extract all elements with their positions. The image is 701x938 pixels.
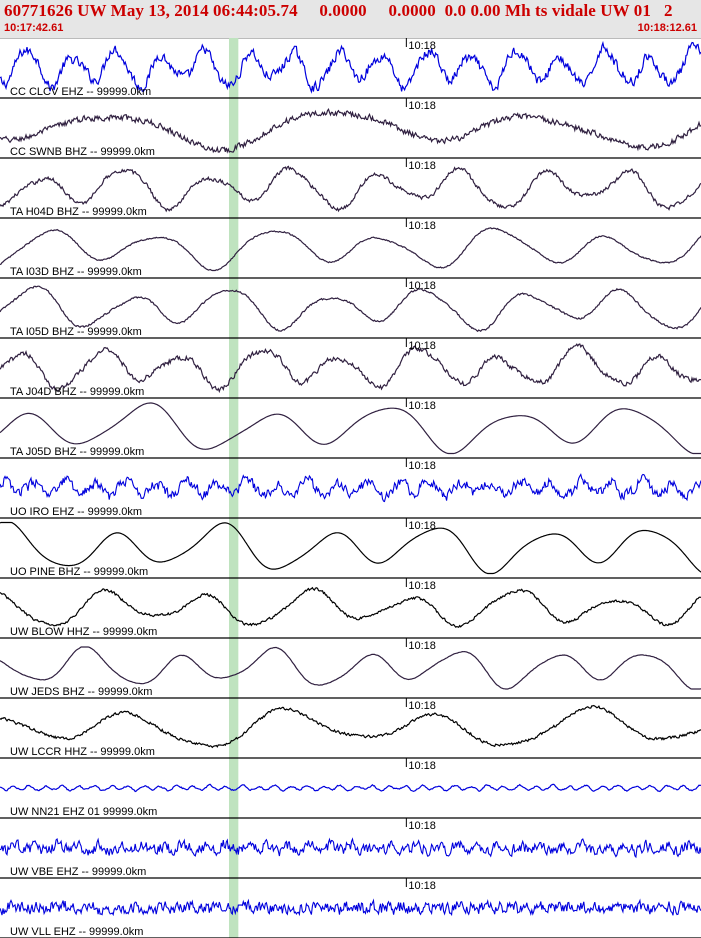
trace-4 [0, 227, 701, 272]
time-tick-label-12: 10:18 [408, 700, 436, 712]
channel-label-13: UW NN21 EHZ 01 99999.0km [10, 806, 157, 818]
channel-label-12: UW LCCR HHZ -- 99999.0km [10, 746, 155, 758]
event-title: 60771626 UW May 13, 2014 06:44:05.74 0.0… [4, 1, 673, 20]
seismogram-plot: 10:18 CC CLCV EHZ -- 99999.0km 10:18 CC SWN… [0, 38, 701, 938]
time-tick-label-15: 10:18 [408, 880, 436, 892]
trace-15 [0, 898, 701, 917]
trace-6 [0, 343, 701, 394]
trace-7 [0, 402, 701, 455]
channel-label-3: TA H04D BHZ -- 99999.0km [10, 206, 147, 218]
trace-11 [0, 646, 701, 690]
trace-13 [0, 783, 701, 793]
event-header: 60771626 UW May 13, 2014 06:44:05.74 0.0… [0, 0, 701, 39]
time-tick-label-7: 10:18 [408, 400, 436, 412]
time-tick-label-14: 10:18 [408, 820, 436, 832]
trace-1 [0, 40, 701, 94]
time-tick-label-1: 10:18 [408, 40, 436, 52]
channel-label-4: TA I03D BHZ -- 99999.0km [10, 266, 142, 278]
trace-2 [0, 108, 701, 154]
trace-3 [0, 165, 701, 213]
time-tick-label-9: 10:18 [408, 520, 436, 532]
channel-label-15: UW VLL EHZ -- 99999.0km [10, 926, 143, 938]
channel-label-5: TA I05D BHZ -- 99999.0km [10, 326, 142, 338]
end-time-label: 10:18:12.61 [637, 22, 697, 34]
channel-label-6: TA J04D BHZ -- 99999.0km [10, 386, 144, 398]
time-tick-label-3: 10:18 [408, 160, 436, 172]
channel-label-1: CC CLCV EHZ -- 99999.0km [10, 86, 151, 98]
time-tick-label-13: 10:18 [408, 760, 436, 772]
trace-9 [0, 521, 701, 575]
trace-8 [0, 473, 701, 503]
channel-label-8: UO IRO EHZ -- 99999.0km [10, 506, 142, 518]
channel-label-14: UW VBE EHZ -- 99999.0km [10, 866, 146, 878]
trace-10 [0, 586, 701, 628]
channel-label-2: CC SWNB BHZ -- 99999.0km [10, 146, 155, 158]
time-tick-label-10: 10:18 [408, 580, 436, 592]
time-tick-label-11: 10:18 [408, 640, 436, 652]
trace-5 [0, 285, 701, 333]
channel-label-11: UW JEDS BHZ -- 99999.0km [10, 686, 152, 698]
start-time-label: 10:17:42.61 [4, 22, 64, 34]
trace-12 [0, 704, 701, 749]
time-tick-label-5: 10:18 [408, 280, 436, 292]
time-tick-label-2: 10:18 [408, 100, 436, 112]
time-tick-label-6: 10:18 [408, 340, 436, 352]
trace-14 [0, 837, 701, 859]
time-tick-label-4: 10:18 [408, 220, 436, 232]
channel-label-10: UW BLOW HHZ -- 99999.0km [10, 626, 157, 638]
channel-label-9: UO PINE BHZ -- 99999.0km [10, 566, 148, 578]
channel-label-7: TA J05D BHZ -- 99999.0km [10, 446, 144, 458]
pick-window-band [228, 38, 239, 938]
time-tick-label-8: 10:18 [408, 460, 436, 472]
